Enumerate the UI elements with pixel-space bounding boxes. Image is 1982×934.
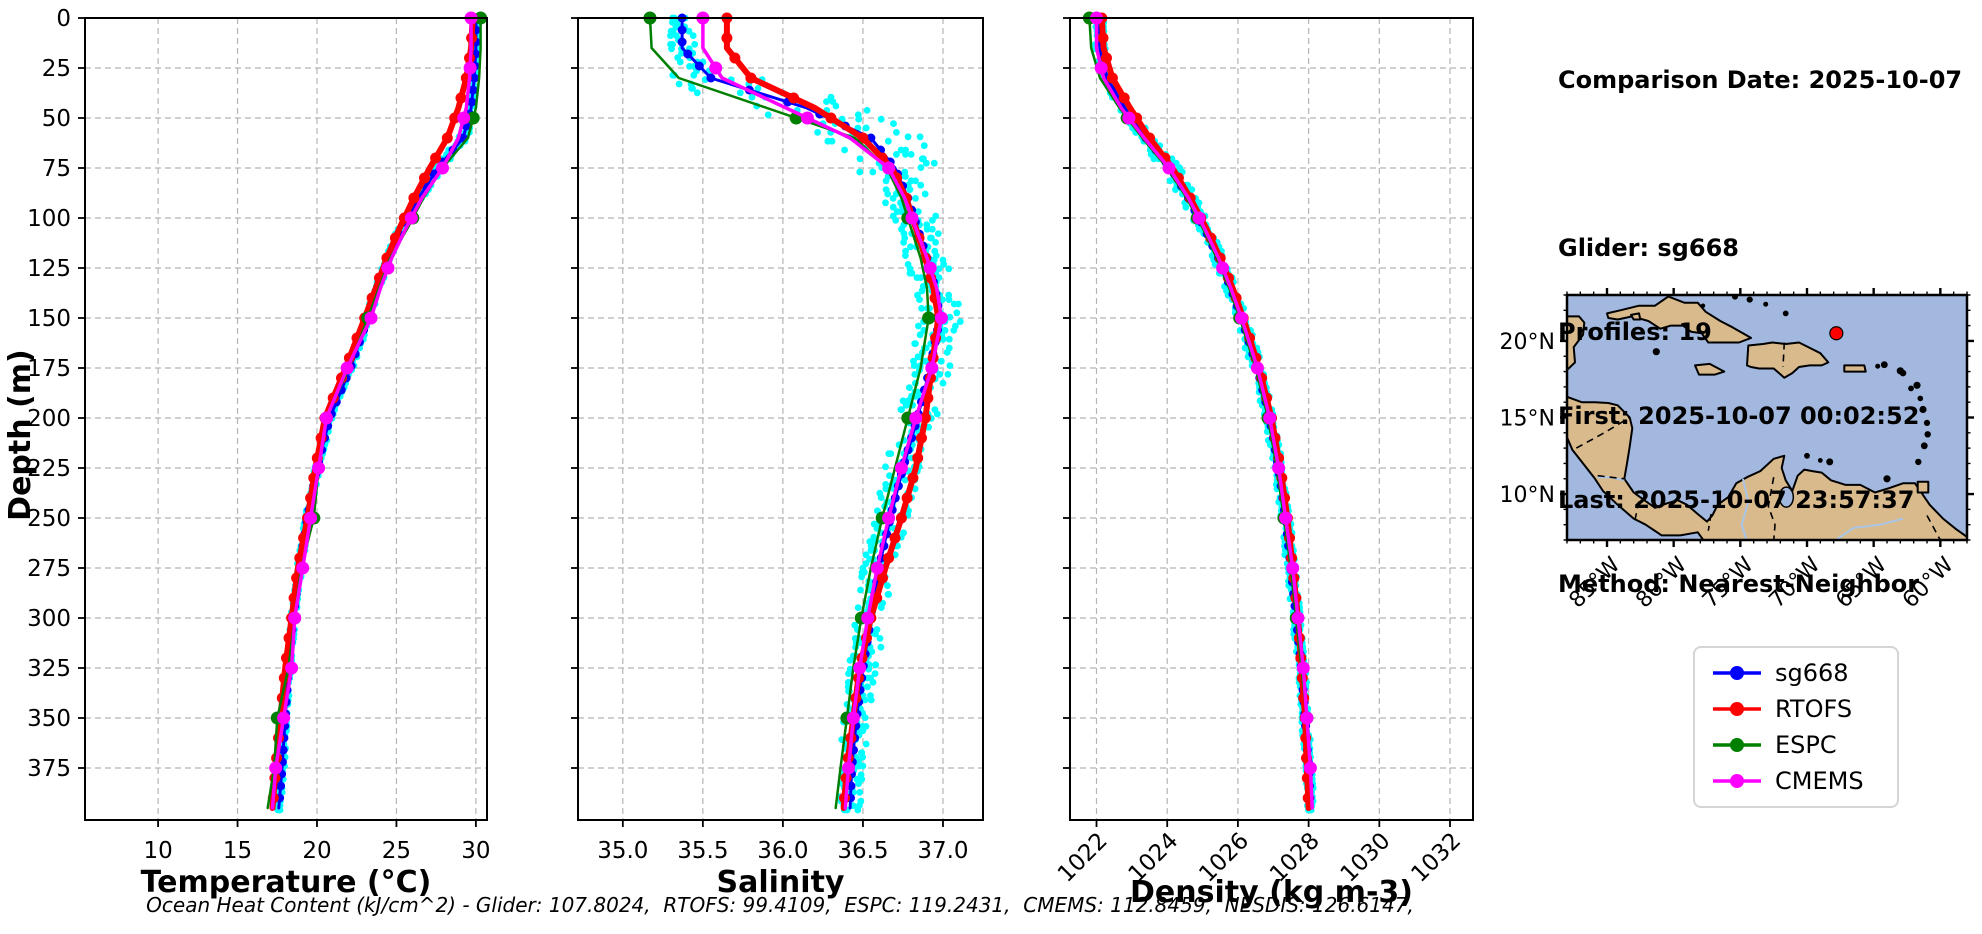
svg-text:30: 30 [461, 838, 490, 864]
comparison-date-line: Comparison Date: 2025-10-07 [1558, 66, 1963, 94]
map-tick-marks [1560, 288, 1974, 547]
svg-text:125: 125 [27, 256, 71, 282]
svg-text:250: 250 [27, 506, 71, 532]
svg-text:20°N: 20°N [1500, 330, 1555, 355]
svg-text:25: 25 [382, 838, 411, 864]
legend-label: RTOFS [1775, 695, 1853, 723]
line-marker-icon [1713, 774, 1761, 788]
depth-axis-label: Depth (m) [3, 349, 38, 521]
legend-label: sg668 [1775, 659, 1849, 687]
legend-label: CMEMS [1775, 767, 1864, 795]
svg-text:10: 10 [143, 838, 172, 864]
x-axis-title: Salinity [717, 865, 845, 900]
axes-frame [84, 17, 488, 821]
svg-text:175: 175 [27, 356, 71, 382]
profiles-line: Profiles: 19 [1558, 318, 1712, 346]
svg-text:100: 100 [27, 206, 71, 232]
svg-text:1032: 1032 [1406, 828, 1466, 888]
last-time-line: Last: 2025-10-07 23:57:37 [1558, 486, 1915, 514]
svg-text:375: 375 [27, 756, 71, 782]
svg-text:0: 0 [56, 6, 71, 32]
island-dots [1652, 295, 1931, 483]
axes-frame [577, 17, 984, 821]
svg-text:37.0: 37.0 [917, 838, 968, 864]
svg-text:36.5: 36.5 [837, 838, 888, 864]
svg-text:1022: 1022 [1053, 828, 1113, 888]
x-axis-title: Temperature (°C) [141, 865, 432, 900]
legend-item-sg668: sg668 [1711, 660, 1881, 686]
svg-text:35.0: 35.0 [597, 838, 648, 864]
svg-text:36.0: 36.0 [757, 838, 808, 864]
line-marker-icon [1713, 702, 1761, 716]
line-marker-icon [1713, 738, 1761, 752]
x-tick-labels: 35.0 35.5 36.0 36.5 37.0 [597, 838, 968, 864]
y-tick-labels: 0 25 50 75 100 125 150 175 200 225 250 275 300 325 350… [27, 6, 71, 782]
svg-text:325: 325 [27, 656, 71, 682]
method-line: Method: Nearest-Neighbor [1558, 570, 1920, 598]
info-spacer [1558, 150, 1978, 178]
info-panel: Comparison Date: 2025-10-07 Glider: sg66… [1558, 10, 1978, 654]
tick-marks [78, 17, 477, 827]
svg-text:35.5: 35.5 [677, 838, 728, 864]
series-RTOFS [1096, 12, 1314, 811]
series-ESPC [1082, 11, 1314, 810]
series-CMEMS [696, 11, 948, 810]
salinity-profile: 35.0 35.5 36.0 36.5 37.0 Salinity [571, 11, 984, 900]
map-inset: 85°W 80°W 75°W 70°W 65°W 60°W20°N15°N10°N [1500, 288, 1974, 613]
glider-scatter [1091, 14, 1317, 814]
svg-text:75: 75 [42, 156, 71, 182]
x-tick-labels: 10 15 20 25 30 [143, 838, 490, 864]
line-marker-icon [1713, 666, 1761, 680]
svg-text:25: 25 [42, 56, 71, 82]
svg-text:15°N: 15°N [1500, 407, 1555, 432]
series-RTOFS [267, 12, 479, 811]
legend-item-espc: ESPC [1711, 732, 1881, 758]
series-sg668 [1095, 13, 1315, 810]
svg-text:275: 275 [27, 556, 71, 582]
tick-marks [571, 17, 944, 827]
country-borders [1575, 342, 1942, 540]
land-polygons [1567, 295, 1967, 540]
legend: sg668 RTOFS ESPC CMEMS [1693, 646, 1899, 808]
series-CMEMS [1090, 11, 1317, 810]
glider-line: Glider: sg668 [1558, 234, 1739, 262]
temperature-profile: 10 15 20 25 30025507510012515017520022525027… [3, 6, 491, 900]
glider-location-marker [1829, 326, 1844, 341]
svg-text:200: 200 [27, 406, 71, 432]
svg-text:350: 350 [27, 706, 71, 732]
svg-text:150: 150 [27, 306, 71, 332]
series-CMEMS [269, 11, 478, 810]
svg-text:225: 225 [27, 456, 71, 482]
x-axis-title: Density (kg m-3) [1130, 875, 1413, 910]
tick-marks [1063, 17, 1451, 827]
profile-charts: 10 15 20 25 30025507510012515017520022525027… [3, 6, 1474, 910]
lake-maracaibo [1778, 486, 1795, 508]
legend-item-rtofs: RTOFS [1711, 696, 1881, 722]
svg-text:15: 15 [223, 838, 252, 864]
axes-frame [1069, 17, 1474, 821]
map: 85°W 80°W 75°W 70°W 65°W 60°W20°N15°N10°N [1500, 288, 1974, 613]
legend-label: ESPC [1775, 731, 1837, 759]
ohc-footer: Ocean Heat Content (kJ/cm^2) - Glider: 1… [146, 893, 1414, 917]
svg-text:50: 50 [42, 106, 71, 132]
series-ESPC [643, 11, 936, 810]
svg-text:10°N: 10°N [1500, 483, 1555, 508]
grid-lines [1070, 17, 1473, 820]
legend-item-cmems: CMEMS [1711, 768, 1881, 794]
first-time-line: First: 2025-10-07 00:02:52 [1558, 402, 1920, 430]
series-ESPC [266, 11, 488, 810]
svg-text:300: 300 [27, 606, 71, 632]
svg-text:20: 20 [302, 838, 331, 864]
grid-lines [578, 17, 983, 820]
